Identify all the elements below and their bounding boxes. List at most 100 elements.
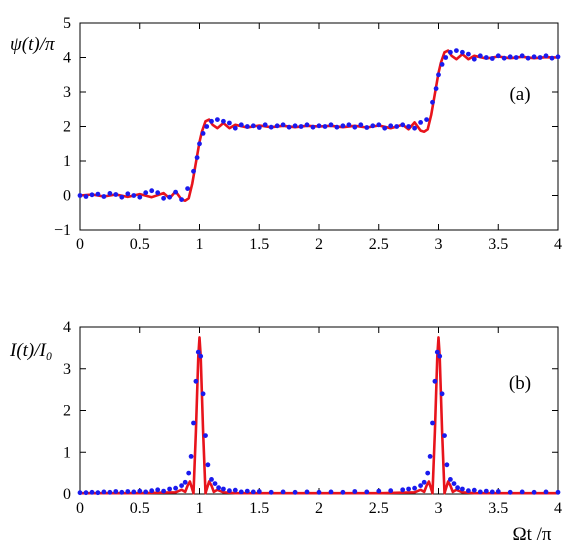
x-tick-label: 0	[76, 236, 84, 253]
data-point	[125, 489, 131, 494]
data-point	[555, 54, 561, 60]
data-point	[101, 489, 107, 495]
panel-b-xlabel: Ωt /π	[512, 524, 551, 545]
data-point	[304, 489, 310, 495]
x-tick-label: 0.5	[130, 236, 150, 253]
data-point	[101, 194, 107, 199]
data-point	[531, 54, 537, 60]
data-point	[193, 378, 199, 384]
y-tick-label: 4	[63, 319, 71, 336]
data-point	[376, 488, 382, 494]
panel-b-frame	[79, 326, 559, 495]
data-point	[77, 193, 83, 198]
data-point	[268, 124, 274, 130]
data-point	[436, 72, 441, 78]
x-tick-label: 1.5	[249, 236, 269, 253]
data-point	[268, 489, 274, 495]
data-point	[155, 190, 161, 196]
data-point	[543, 53, 549, 59]
data-point	[119, 489, 125, 495]
data-point	[495, 489, 501, 494]
data-point	[131, 489, 137, 495]
panel-a-series	[77, 48, 561, 203]
data-point	[425, 470, 431, 476]
x-tick-label: 1	[196, 500, 204, 517]
data-point	[83, 490, 89, 496]
data-point	[460, 486, 465, 492]
panel-a-label: (a)	[509, 84, 530, 105]
data-point	[195, 349, 201, 355]
data-point	[412, 485, 417, 491]
data-point	[216, 485, 222, 491]
data-point	[191, 420, 196, 426]
data-point	[182, 479, 188, 485]
data-point	[346, 122, 352, 128]
data-point	[316, 489, 322, 495]
y-tick-label: −1	[54, 222, 71, 239]
data-point	[212, 481, 218, 486]
data-point	[352, 489, 358, 494]
data-point	[113, 489, 119, 494]
data-point	[412, 125, 417, 131]
data-point	[525, 55, 531, 61]
data-point	[418, 483, 423, 488]
y-tick-label: 2	[63, 119, 71, 136]
data-point	[167, 486, 173, 492]
data-point	[194, 155, 200, 161]
data-point	[555, 489, 561, 495]
y-tick-label: 0	[63, 486, 71, 503]
data-point	[466, 51, 471, 57]
data-point	[427, 454, 433, 459]
data-point	[406, 124, 411, 129]
data-point	[477, 53, 483, 59]
y-tick-label: 2	[63, 403, 71, 420]
data-point	[143, 489, 149, 495]
data-point	[340, 123, 346, 129]
data-point	[83, 194, 89, 199]
data-point	[328, 489, 334, 495]
panel-a: 0 0.5 1 1.5 2 2.5 3 3.5 4 −1 0 1 2 3 4 5 ψ(t)/π (a)	[10, 15, 562, 253]
panel-a-ylabel: ψ(t)/π	[10, 34, 55, 55]
data-point	[198, 353, 204, 359]
data-point	[382, 125, 388, 131]
data-point	[125, 191, 131, 197]
data-point	[204, 124, 210, 129]
data-point	[95, 490, 101, 496]
data-point	[179, 197, 185, 203]
data-point	[489, 56, 495, 61]
data-point	[191, 168, 196, 174]
data-point	[370, 123, 376, 129]
data-point	[443, 55, 449, 60]
data-point	[262, 122, 268, 128]
data-point	[519, 489, 525, 495]
data-point	[107, 489, 113, 495]
data-point	[531, 489, 537, 495]
data-point	[188, 454, 194, 459]
data-point	[352, 124, 358, 130]
data-point	[454, 48, 459, 53]
data-point	[444, 462, 450, 468]
data-point	[205, 462, 211, 468]
data-point	[400, 122, 406, 128]
x-tick-label: 3.5	[488, 236, 508, 253]
data-point	[155, 487, 161, 493]
data-point	[489, 489, 495, 495]
data-point	[430, 99, 435, 105]
data-point	[334, 124, 340, 130]
x-tick-label: 1	[196, 236, 204, 253]
data-point	[200, 131, 206, 136]
data-point	[197, 141, 202, 147]
data-point	[437, 353, 443, 359]
data-point	[433, 86, 439, 91]
x-tick-label: 2.5	[369, 236, 389, 253]
data-point	[286, 124, 292, 130]
data-point	[340, 489, 346, 495]
x-tick-label: 4	[554, 500, 562, 517]
data-point	[89, 192, 95, 198]
data-point	[507, 54, 513, 60]
data-point	[406, 486, 411, 492]
data-point	[238, 489, 244, 495]
data-point	[232, 487, 238, 493]
data-point	[143, 190, 149, 196]
